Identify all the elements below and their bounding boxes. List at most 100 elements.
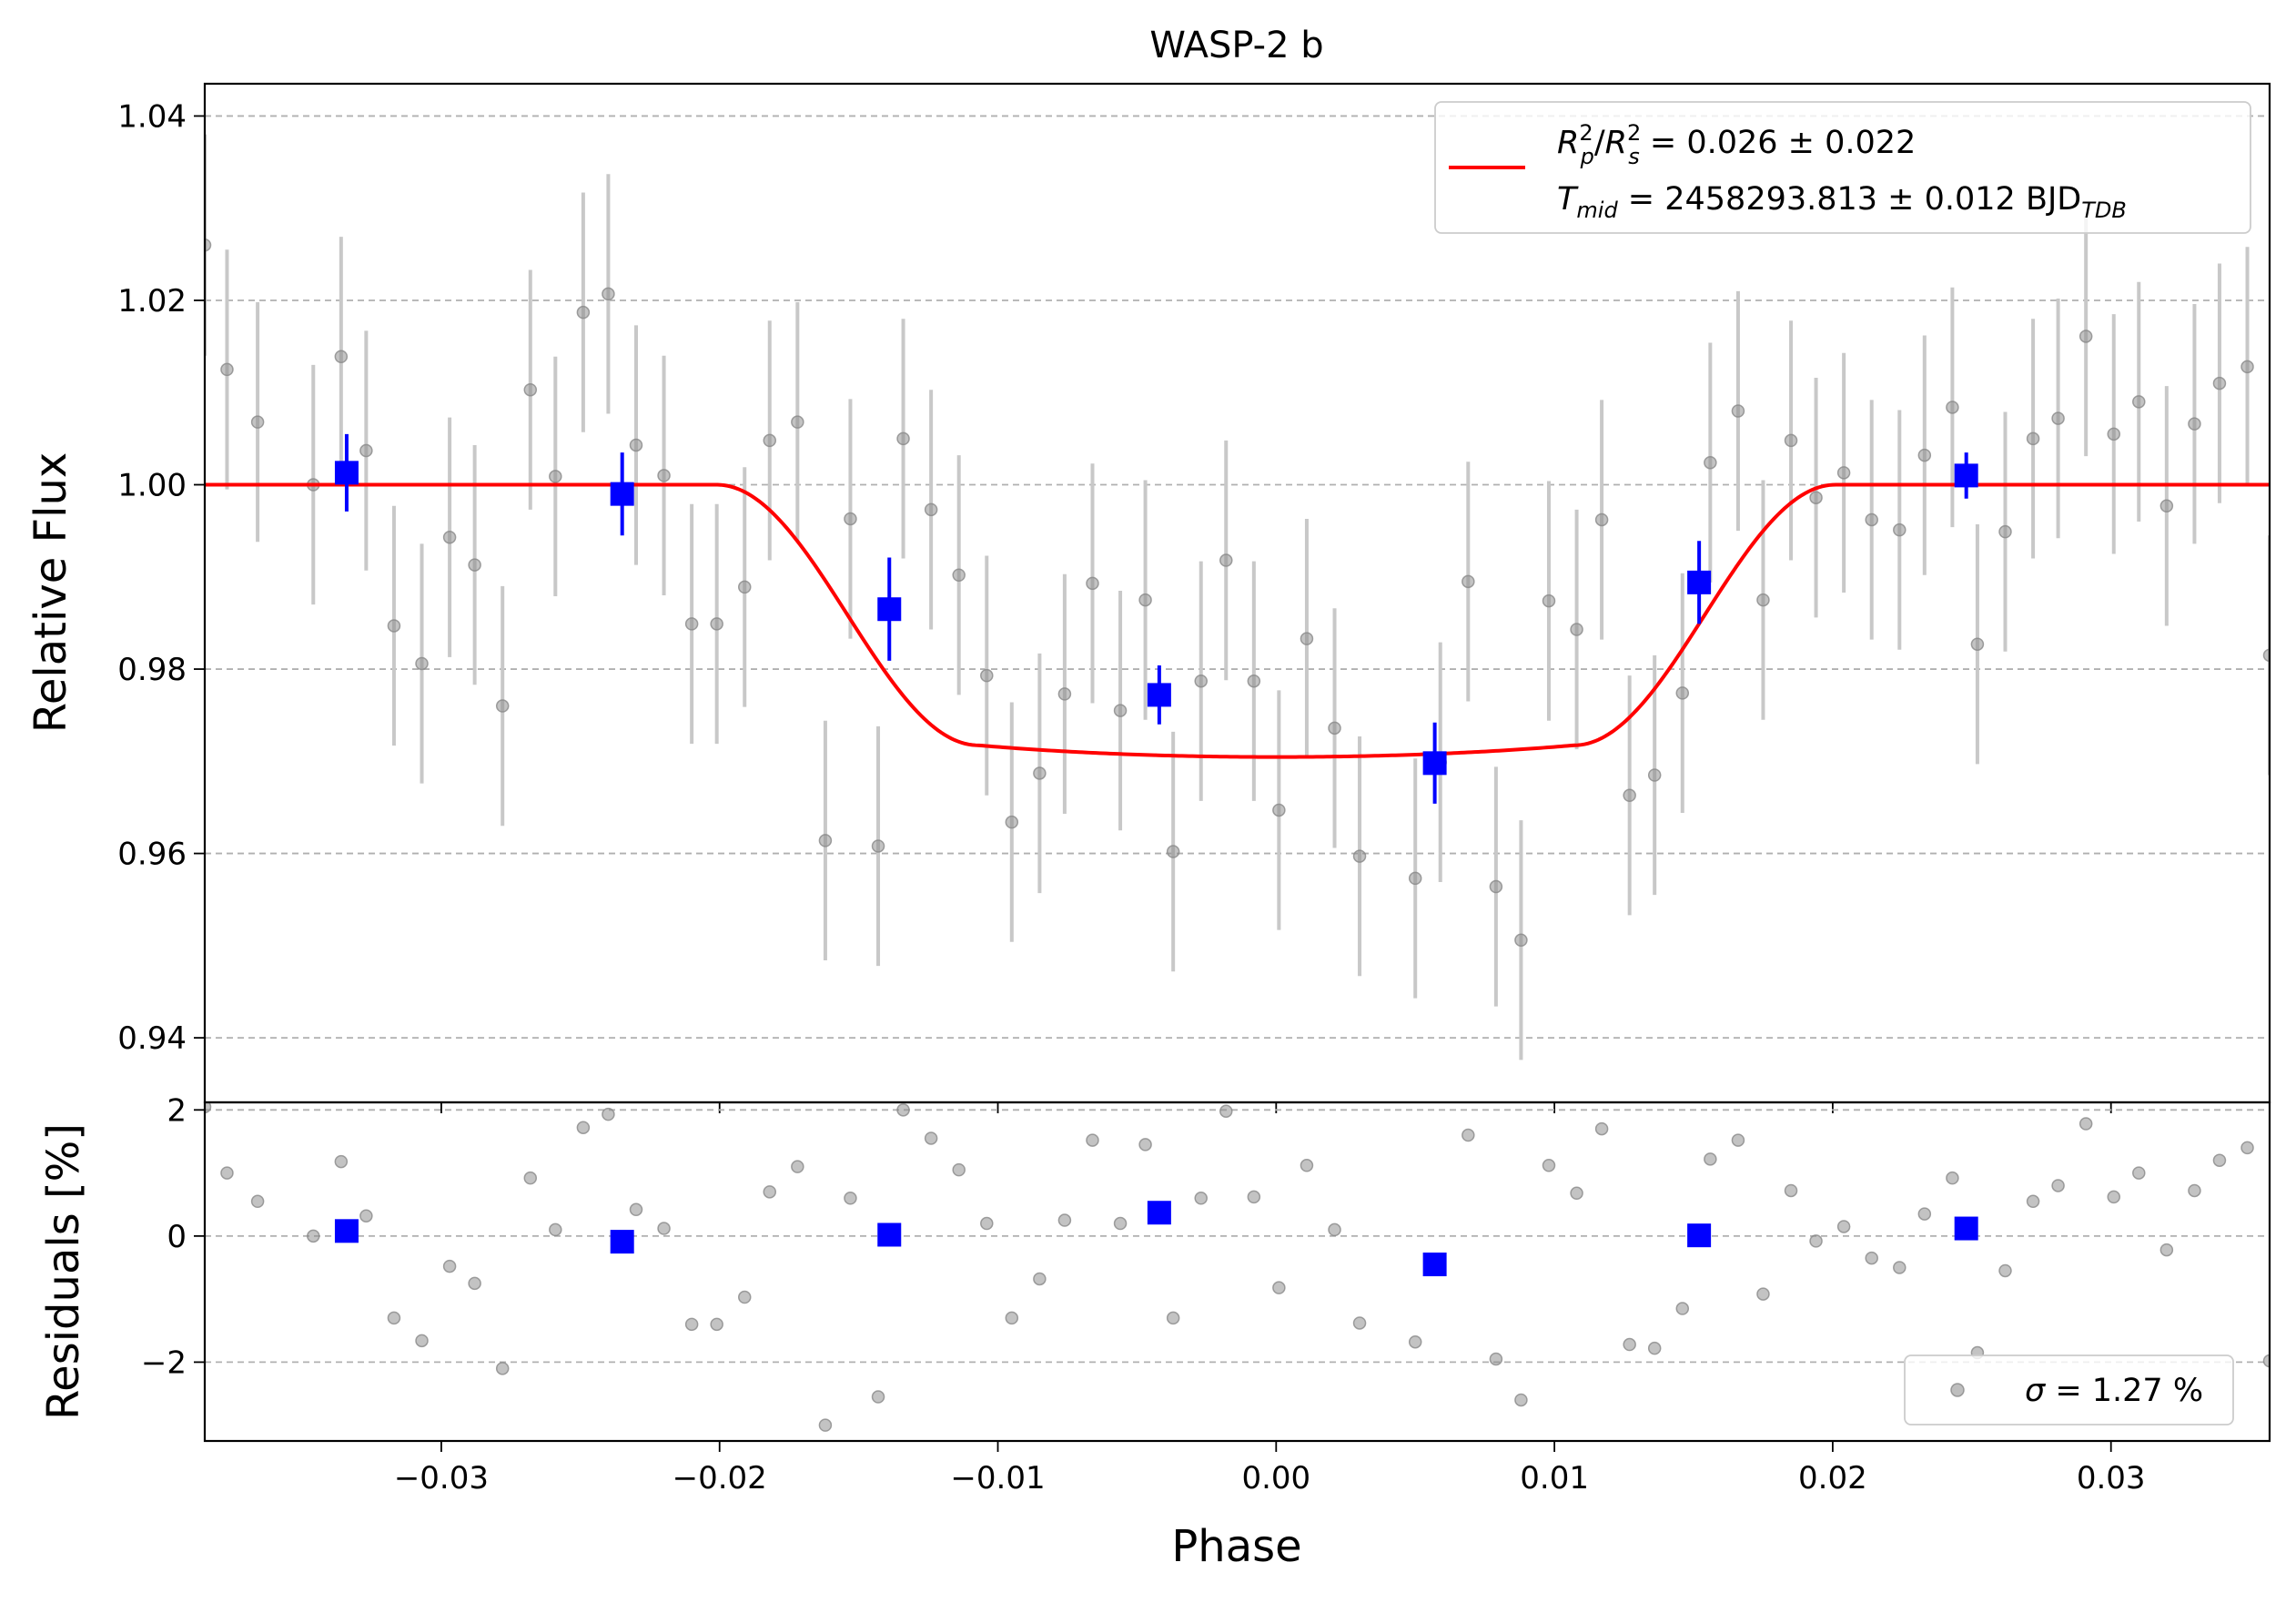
residual-raw-point: [1647, 1341, 1662, 1355]
residual-binned-point: [1147, 1201, 1171, 1225]
residual-raw-point: [1893, 1261, 1907, 1274]
residual-raw-point: [657, 1222, 671, 1235]
residual-raw-point: [1113, 1216, 1128, 1231]
residuals-y-axis: 2 0 −2: [141, 1092, 205, 1381]
flux-raw-point: [2159, 499, 2174, 513]
flux-raw-point: [1970, 637, 1985, 651]
flux-raw-point: [1514, 933, 1528, 948]
residual-raw-point: [2262, 1354, 2270, 1368]
residual-raw-point: [1033, 1272, 1047, 1286]
residual-raw-point: [1623, 1337, 1636, 1352]
flux-raw-point: [1247, 674, 1261, 688]
residual-raw-point: [710, 1317, 723, 1332]
flux-raw-point: [1946, 401, 1959, 414]
flux-raw-point: [1166, 845, 1180, 858]
residuals-binned-points: [334, 1201, 1978, 1277]
flux-raw-point: [1033, 766, 1047, 780]
flux-raw-point: [1893, 522, 1907, 537]
residual-raw-point: [1946, 1171, 1959, 1185]
flux-raw-point: [1489, 879, 1503, 894]
flux-y-tick-label: 0.94: [117, 1020, 187, 1057]
flux-raw-point: [629, 438, 643, 452]
flux-raw-point: [468, 558, 481, 572]
flux-raw-point: [442, 530, 457, 544]
flux-raw-point: [980, 668, 994, 683]
flux-x-ticks: [440, 1102, 2112, 1113]
residual-raw-point: [1514, 1393, 1528, 1407]
flux-raw-point: [2079, 330, 2093, 343]
residual-raw-point: [1704, 1152, 1717, 1166]
flux-raw-point: [359, 443, 373, 458]
flux-raw-point: [1731, 404, 1745, 418]
flux-raw-point: [2026, 431, 2040, 446]
residual-raw-point: [1756, 1287, 1770, 1301]
residual-raw-point: [495, 1362, 510, 1375]
phase-x-axis: −0.03 −0.02 −0.01 0.00 0.01 0.02 0.03: [394, 1441, 2146, 1496]
phase-x-tick-label: 0.03: [2077, 1460, 2146, 1496]
flux-raw-point: [896, 431, 910, 446]
flux-y-tick-label: 1.00: [117, 468, 187, 504]
flux-raw-point: [1328, 721, 1341, 736]
flux-raw-point: [871, 839, 885, 853]
flux-y-tick-label: 0.98: [117, 652, 187, 688]
residuals-raw-points: [205, 1102, 2270, 1432]
flux-binned-point: [1954, 463, 1978, 488]
residual-raw-point: [1809, 1234, 1823, 1248]
residual-raw-point: [1005, 1311, 1019, 1325]
residual-raw-point: [468, 1276, 481, 1291]
flux-axes-frame: [203, 82, 2271, 1104]
flux-raw-point: [1836, 466, 1851, 480]
flux-raw-point: [818, 834, 833, 847]
residual-raw-point: [205, 1102, 212, 1114]
flux-raw-point: [844, 512, 857, 526]
residual-binned-point: [1422, 1253, 1447, 1277]
flux-raw-point: [763, 433, 777, 448]
flux-raw-point: [1542, 594, 1556, 608]
flux-raw-point: [737, 580, 752, 594]
residual-raw-point: [2107, 1190, 2121, 1204]
residual-raw-point: [1784, 1183, 1798, 1198]
residual-raw-point: [602, 1107, 615, 1121]
residual-raw-point: [684, 1317, 699, 1332]
flux-raw-point: [1756, 593, 1770, 607]
residual-raw-point: [1138, 1138, 1152, 1152]
residual-raw-point: [1865, 1251, 1878, 1265]
flux-raw-point: [2051, 411, 2065, 425]
transit-model-series: [205, 482, 2270, 759]
flux-raw-point: [549, 470, 562, 483]
residuals-y-label: Residuals [%]: [38, 1123, 89, 1420]
residual-raw-point: [818, 1418, 833, 1432]
flux-raw-point: [710, 617, 723, 631]
residual-raw-point: [844, 1192, 857, 1205]
residual-binned-point: [1687, 1223, 1712, 1248]
flux-raw-point: [1784, 433, 1798, 448]
flux-binned-point: [1147, 683, 1171, 707]
flux-binned-point: [1687, 570, 1712, 594]
residual-raw-point: [1247, 1190, 1261, 1204]
residual-raw-point: [1836, 1220, 1851, 1233]
flux-raw-point: [1272, 803, 1286, 817]
residual-raw-point: [220, 1166, 234, 1180]
residual-raw-point: [1998, 1263, 2012, 1278]
residual-raw-point: [1219, 1104, 1233, 1118]
flux-raw-point: [250, 415, 265, 429]
residual-raw-point: [1328, 1223, 1341, 1237]
legend-sigma-label: σ = 1.27 %: [2025, 1373, 2203, 1409]
residual-raw-point: [1300, 1159, 1314, 1172]
flux-legend-box: [1434, 101, 2251, 234]
phase-x-tick-label: −0.02: [673, 1460, 767, 1496]
residual-raw-point: [1057, 1213, 1072, 1227]
residual-raw-point: [415, 1334, 429, 1348]
residual-raw-point: [2079, 1117, 2093, 1131]
flux-raw-point: [1917, 448, 1932, 462]
flux-binned-points: [334, 433, 1978, 804]
residual-raw-point: [1917, 1207, 1932, 1221]
flux-raw-point: [576, 305, 591, 320]
flux-raw-point: [1865, 512, 1878, 527]
flux-raw-point: [334, 350, 349, 364]
flux-panel: 1.04 1.02 1.00 0.98 0.96 0.94 Relative Flux R…: [25, 82, 2271, 1113]
residual-raw-point: [2026, 1194, 2040, 1209]
residuals-legend: σ = 1.27 %: [1904, 1354, 2234, 1425]
residual-binned-point: [334, 1219, 359, 1243]
residual-raw-point: [442, 1259, 457, 1273]
